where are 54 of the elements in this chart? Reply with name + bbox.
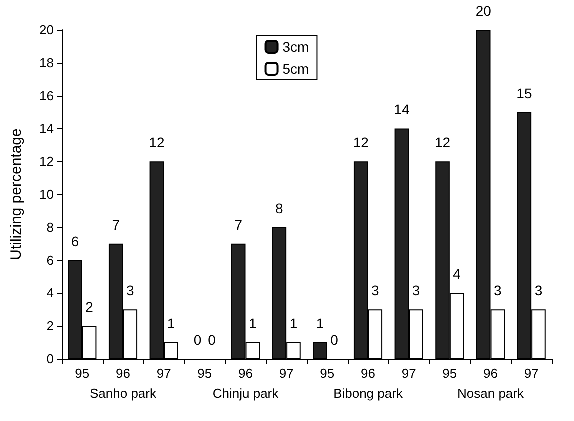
data-label: 8 [276, 200, 284, 216]
data-label: 3 [494, 282, 502, 299]
x-tick-label: 95 [320, 366, 335, 381]
y-tick-label: 0 [46, 352, 54, 366]
data-label: 6 [71, 233, 80, 250]
data-label: 12 [434, 134, 451, 151]
y-tick-label: 8 [46, 220, 54, 235]
data-label: 0 [330, 332, 339, 348]
x-tick-label: 96 [116, 366, 130, 381]
data-label: 12 [149, 134, 165, 151]
data-label: 1 [248, 316, 257, 332]
data-label: 1 [167, 316, 176, 332]
x-tick-label: 95 [198, 366, 212, 381]
text: Sanho park [90, 386, 157, 401]
y-tick-label: 6 [46, 252, 54, 268]
data-label: 2 [86, 299, 94, 316]
y-tick-label: 12 [40, 154, 54, 170]
data-label: 0 [194, 332, 202, 348]
x-tick-label: 97 [402, 366, 416, 381]
x-tick-label: 97 [156, 366, 172, 381]
data-label: 3 [534, 282, 543, 299]
x-tick-label: 95 [442, 366, 458, 381]
text: Nosan park [458, 386, 524, 401]
data-label: 12 [353, 134, 370, 151]
y-tick-label: 16 [40, 88, 54, 104]
data-label: 14 [394, 102, 410, 118]
legend-label: 5cm [282, 61, 310, 77]
data-label: 3 [371, 282, 380, 299]
x-tick-label: 96 [361, 366, 376, 381]
x-tick-label: 97 [279, 366, 294, 381]
data-label: 3 [412, 282, 420, 299]
y-tick-label: 4 [46, 286, 54, 301]
data-label: 7 [234, 216, 243, 233]
data-label: 1 [290, 316, 298, 332]
y-tick-label: 2 [46, 318, 54, 334]
x-tick-label: 96 [238, 366, 253, 381]
data-label: 7 [112, 216, 120, 233]
y-tick-label: 20 [40, 22, 54, 38]
data-label: 0 [208, 332, 216, 348]
y-tick-label: 10 [40, 187, 54, 202]
x-tick-label: 96 [484, 366, 498, 381]
data-label: 1 [316, 316, 324, 332]
y-tick-label: 18 [40, 55, 54, 70]
data-label: 4 [453, 266, 462, 282]
text: Bibong park [334, 386, 404, 401]
legend-label: 3cm [282, 39, 310, 55]
x-tick-label: 97 [524, 366, 539, 381]
text: Chinju park [212, 386, 280, 401]
y-axis-title: Utilizing percentage [8, 128, 25, 260]
data-label: 20 [476, 3, 492, 19]
data-label: 3 [126, 282, 134, 299]
x-tick-label: 95 [75, 366, 90, 381]
data-label: 15 [516, 85, 532, 102]
y-tick-label: 14 [40, 121, 54, 136]
